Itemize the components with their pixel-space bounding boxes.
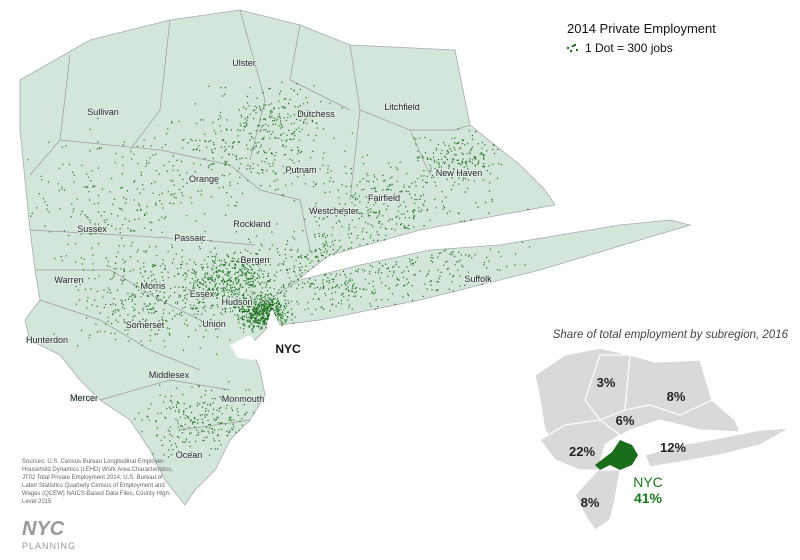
county-label: Sullivan (87, 107, 119, 117)
county-borders (29, 9, 471, 431)
legend-symbol (566, 43, 579, 53)
county-label: Warren (54, 275, 83, 285)
county-label: Westchester (309, 206, 359, 216)
sources: Sources: U.S. Census Bureau Longitudinal… (22, 459, 173, 505)
county-label: Middlesex (149, 370, 190, 380)
logo-sub: PLANNING (22, 541, 76, 551)
county-label: Litchfield (384, 102, 420, 112)
county-label: Sussex (77, 224, 107, 234)
legend-key: 1 Dot = 300 jobs (585, 41, 673, 55)
inset-share: 3% (597, 375, 616, 390)
water (230, 335, 262, 360)
county-label: Essex (190, 289, 215, 299)
long-island (267, 219, 692, 326)
inset-share: 8% (581, 495, 600, 510)
county-label: Hunterdon (26, 335, 68, 345)
inset-share: 8% (667, 389, 686, 404)
region-map (19, 9, 692, 506)
county-label: Dutchess (297, 109, 335, 119)
county-label: New Haven (436, 168, 483, 178)
inset-share: 6% (616, 413, 635, 428)
nyc-label: NYC (275, 342, 301, 356)
county-label: Monmouth (222, 394, 265, 404)
county-label: Morris (141, 281, 166, 291)
legend-title: 2014 Private Employment (567, 21, 716, 36)
mainland (19, 9, 556, 506)
county-label: Ulster (232, 58, 256, 68)
county-label: Rockland (233, 219, 271, 229)
logo-mark: NYC (22, 518, 65, 540)
county-label: Orange (189, 174, 219, 184)
county-label: Somerset (126, 320, 165, 330)
inset-title: Share of total employment by subregion, … (553, 329, 789, 341)
inset-share: 22% (569, 444, 595, 459)
inset-nyc-share: 41% (634, 490, 663, 506)
county-label: Mercer (70, 393, 98, 403)
county-label: Fairfield (368, 193, 400, 203)
county-label: Passaic (174, 233, 206, 243)
county-labels: Sullivan Ulster Dutchess Litchfield Orange Pu… (25, 57, 493, 461)
county-label: Putnam (285, 165, 316, 175)
inset-map (534, 347, 791, 531)
county-label: Suffolk (464, 274, 492, 284)
county-label: Ocean (176, 450, 203, 460)
inset-nyc (595, 440, 638, 470)
county-label: Union (202, 319, 226, 329)
inset-nyc-name: NYC (633, 474, 663, 490)
county-label: Hudson (221, 297, 252, 307)
inset-share: 12% (660, 440, 686, 455)
county-label: Bergen (240, 255, 269, 265)
